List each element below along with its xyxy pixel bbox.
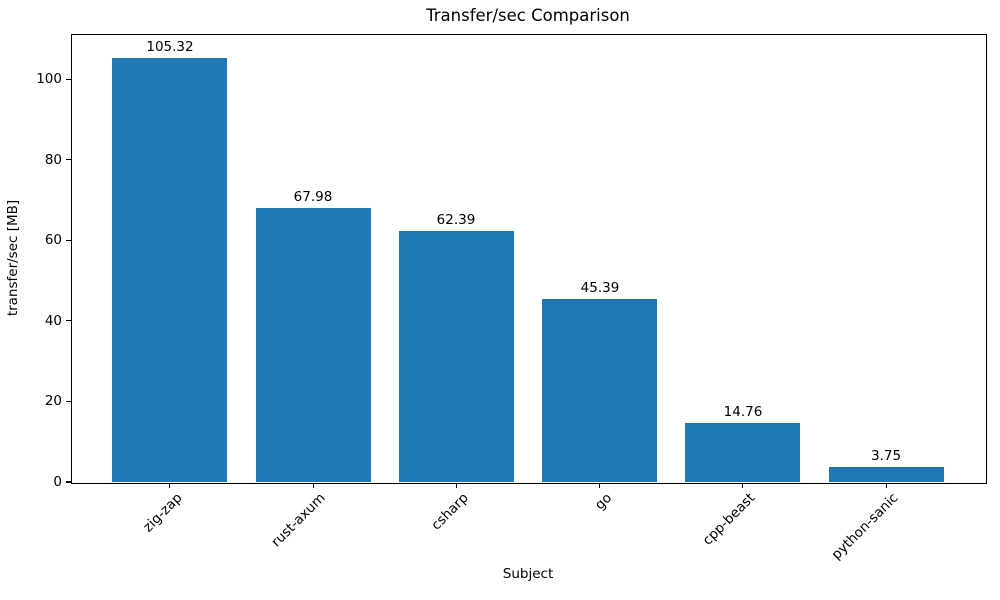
bar: [542, 299, 657, 482]
x-tick-label: zig-zap: [139, 490, 186, 536]
x-tick-mark: [169, 483, 171, 488]
x-tick-mark: [455, 483, 457, 488]
x-tick-mark: [742, 483, 744, 488]
x-tick-label: python-sanic: [828, 490, 902, 563]
y-tick-label: 20: [44, 393, 62, 410]
y-tick-label: 60: [44, 232, 62, 249]
bar-value-label: 14.76: [723, 403, 763, 420]
bar: [256, 208, 371, 482]
x-axis-label: Subject: [502, 566, 554, 582]
y-tick-label: 80: [44, 151, 62, 168]
y-tick-label: 100: [36, 71, 62, 88]
bar-value-label: 3.75: [870, 447, 902, 464]
y-tick-mark: [66, 239, 71, 241]
bar-value-label: 45.39: [580, 280, 620, 297]
x-tick-mark: [312, 483, 314, 488]
x-tick-mark: [599, 483, 601, 488]
y-tick-label: 40: [44, 312, 62, 329]
x-tick-mark: [885, 483, 887, 488]
y-tick-mark: [66, 159, 71, 161]
y-tick-mark: [66, 78, 71, 80]
y-axis-label: transfer/sec [MB]: [5, 199, 21, 317]
bar: [112, 57, 227, 482]
bar: [685, 422, 800, 482]
x-tick-label: cpp-beast: [699, 490, 759, 549]
bar: [399, 230, 514, 482]
bar-value-label: 105.32: [146, 38, 194, 55]
bar-value-label: 62.39: [436, 211, 476, 228]
x-tick-label: csharp: [428, 490, 472, 534]
bar: [829, 466, 944, 482]
x-tick-label: go: [591, 490, 615, 514]
y-tick-mark: [66, 320, 71, 322]
x-tick-label: rust-axum: [268, 490, 329, 551]
chart-title: Transfer/sec Comparison: [426, 6, 630, 25]
y-tick-label: 0: [53, 474, 62, 490]
y-tick-mark: [66, 481, 71, 483]
bar-value-label: 67.98: [293, 189, 333, 206]
y-tick-mark: [66, 400, 71, 402]
